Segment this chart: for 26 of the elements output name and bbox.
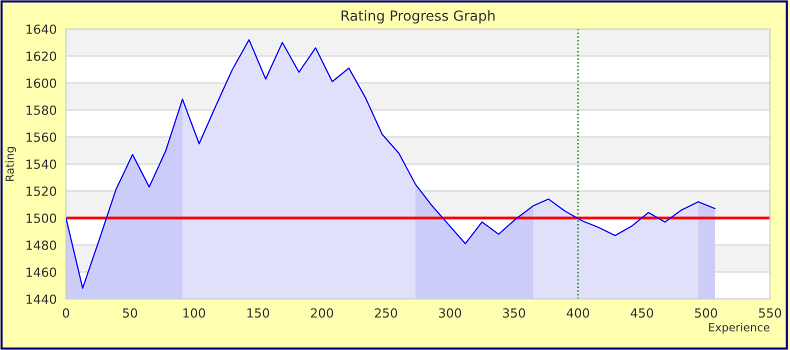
y-tick-label: 1480 [26, 240, 56, 250]
x-tick-label: 250 [374, 308, 398, 318]
x-tick-label: 400 [566, 308, 590, 318]
y-tick-label: 1580 [26, 105, 56, 115]
y-tick-label: 1600 [26, 78, 56, 88]
x-tick-label: 300 [439, 308, 462, 318]
y-tick-label: 1500 [26, 213, 56, 223]
y-tick-label: 1520 [26, 186, 56, 196]
x-tick-label: 150 [247, 308, 270, 318]
x-tick-label: 0 [62, 308, 70, 318]
x-tick-label: 500 [695, 308, 718, 318]
x-tick-label: 50 [123, 308, 138, 318]
x-tick-label: 200 [310, 308, 334, 318]
y-axis-title: Rating [5, 147, 16, 181]
x-axis-title: Experience [709, 322, 770, 334]
y-tick-label: 1560 [26, 132, 56, 142]
y-tick-label: 1540 [26, 159, 56, 169]
y-tick-label: 1640 [26, 24, 56, 34]
x-tick-label: 100 [183, 308, 206, 318]
x-tick-label: 550 [759, 308, 782, 318]
y-tick-label: 1620 [26, 51, 56, 61]
chart-title: Rating Progress Graph [342, 10, 495, 24]
x-tick-label: 350 [503, 308, 526, 318]
y-tick-label: 1460 [26, 267, 56, 277]
x-tick-label: 450 [630, 308, 654, 318]
y-tick-label: 1440 [26, 294, 56, 304]
